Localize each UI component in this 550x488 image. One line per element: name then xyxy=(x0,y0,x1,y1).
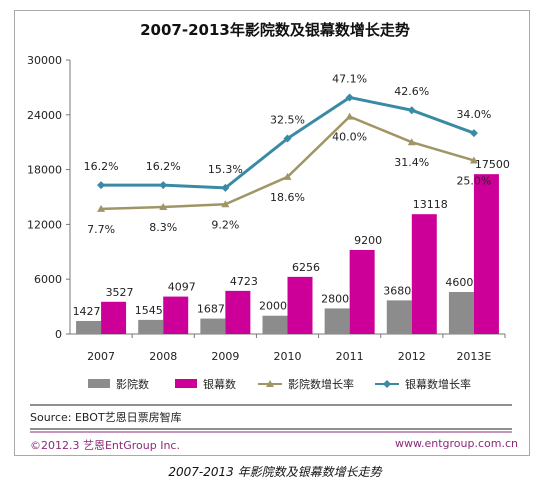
growth-label: 8.3% xyxy=(149,221,177,234)
bar-screen xyxy=(101,301,127,334)
x-tick-label: 2009 xyxy=(211,350,239,363)
bar-value-label: 6256 xyxy=(292,261,320,274)
point-screen-growth xyxy=(345,93,354,102)
legend-label: 影院数 xyxy=(116,377,149,391)
bar-cinema xyxy=(138,319,164,334)
growth-label: 7.7% xyxy=(87,223,115,236)
bar-cinema xyxy=(200,318,226,334)
bar-value-label: 2800 xyxy=(321,292,349,305)
point-cinema-growth xyxy=(469,156,478,164)
legend-marker xyxy=(383,380,391,388)
point-screen-growth xyxy=(221,183,230,192)
y-tick-label: 18000 xyxy=(27,164,62,177)
x-tick-label: 2008 xyxy=(149,350,177,363)
y-tick-label: 0 xyxy=(55,328,62,341)
copyright-text: ©2012.3 艺恩EntGroup Inc. xyxy=(30,439,180,452)
x-tick-label: 2011 xyxy=(336,350,364,363)
growth-label: 18.6% xyxy=(270,191,305,204)
bar-value-label: 4723 xyxy=(230,275,258,288)
bar-value-label: 17500 xyxy=(475,158,510,171)
bar-value-label: 1687 xyxy=(197,303,225,316)
y-tick-label: 12000 xyxy=(27,218,62,231)
point-cinema-growth xyxy=(345,112,354,120)
chart-title: 2007-2013年影院数及银幕数增长走势 xyxy=(140,21,410,39)
y-tick-label: 30000 xyxy=(27,54,62,67)
point-screen-growth xyxy=(407,106,416,115)
bar-screen xyxy=(473,174,499,334)
x-tick-label: 2012 xyxy=(398,350,426,363)
point-screen-growth xyxy=(469,129,478,138)
point-cinema-growth xyxy=(97,204,106,212)
growth-label: 25.0% xyxy=(456,174,491,187)
legend-swatch xyxy=(175,379,197,388)
point-cinema-growth xyxy=(221,200,230,208)
growth-label: 9.2% xyxy=(211,218,239,231)
bar-value-label: 1545 xyxy=(135,304,163,317)
y-tick-label: 6000 xyxy=(34,273,62,286)
bar-value-label: 3527 xyxy=(106,286,134,299)
legend-label: 影院数增长率 xyxy=(288,377,354,391)
bar-value-label: 13118 xyxy=(413,198,448,211)
bar-screen xyxy=(225,290,251,334)
bar-value-label: 4097 xyxy=(168,281,196,294)
growth-label: 32.5% xyxy=(270,114,305,127)
growth-label: 34.0% xyxy=(456,108,491,121)
growth-label: 16.2% xyxy=(146,160,181,173)
legend-marker xyxy=(266,380,274,387)
growth-label: 40.0% xyxy=(332,131,367,144)
x-tick-label: 2013E xyxy=(456,350,491,363)
bar-screen xyxy=(287,276,313,334)
point-cinema-growth xyxy=(407,138,416,146)
bar-screen xyxy=(163,296,189,334)
point-screen-growth xyxy=(159,181,168,190)
website-text: www.entgroup.com.cn xyxy=(395,437,518,450)
bar-cinema xyxy=(448,291,474,334)
y-tick-label: 24000 xyxy=(27,109,62,122)
bar-value-label: 4600 xyxy=(445,276,473,289)
bar-value-label: 3680 xyxy=(383,284,411,297)
bar-cinema xyxy=(262,315,288,334)
legend-label: 银幕数增长率 xyxy=(405,377,471,391)
legend-label: 银幕数 xyxy=(203,377,236,391)
growth-label: 15.3% xyxy=(208,163,243,176)
growth-label: 16.2% xyxy=(84,160,119,173)
bar-value-label: 1427 xyxy=(73,305,101,318)
bar-screen xyxy=(411,214,437,334)
point-screen-growth xyxy=(283,134,292,143)
bar-cinema xyxy=(324,308,350,334)
bar-value-label: 9200 xyxy=(354,234,382,247)
legend-swatch xyxy=(88,379,110,388)
bar-cinema xyxy=(76,320,102,334)
figure-caption: 2007-2013 年影院数及银幕数增长走势 xyxy=(168,465,382,479)
growth-label: 31.4% xyxy=(394,156,429,169)
point-cinema-growth xyxy=(159,203,168,211)
x-tick-label: 2010 xyxy=(274,350,302,363)
x-tick-label: 2007 xyxy=(87,350,115,363)
bar-screen xyxy=(349,249,375,334)
source-note: Source: EBOT艺恩日票房智库 xyxy=(30,411,182,424)
point-screen-growth xyxy=(97,181,106,190)
point-cinema-growth xyxy=(283,172,292,180)
growth-label: 47.1% xyxy=(332,72,367,85)
bar-cinema xyxy=(386,300,412,334)
growth-label: 42.6% xyxy=(394,85,429,98)
bar-value-label: 2000 xyxy=(259,300,287,313)
